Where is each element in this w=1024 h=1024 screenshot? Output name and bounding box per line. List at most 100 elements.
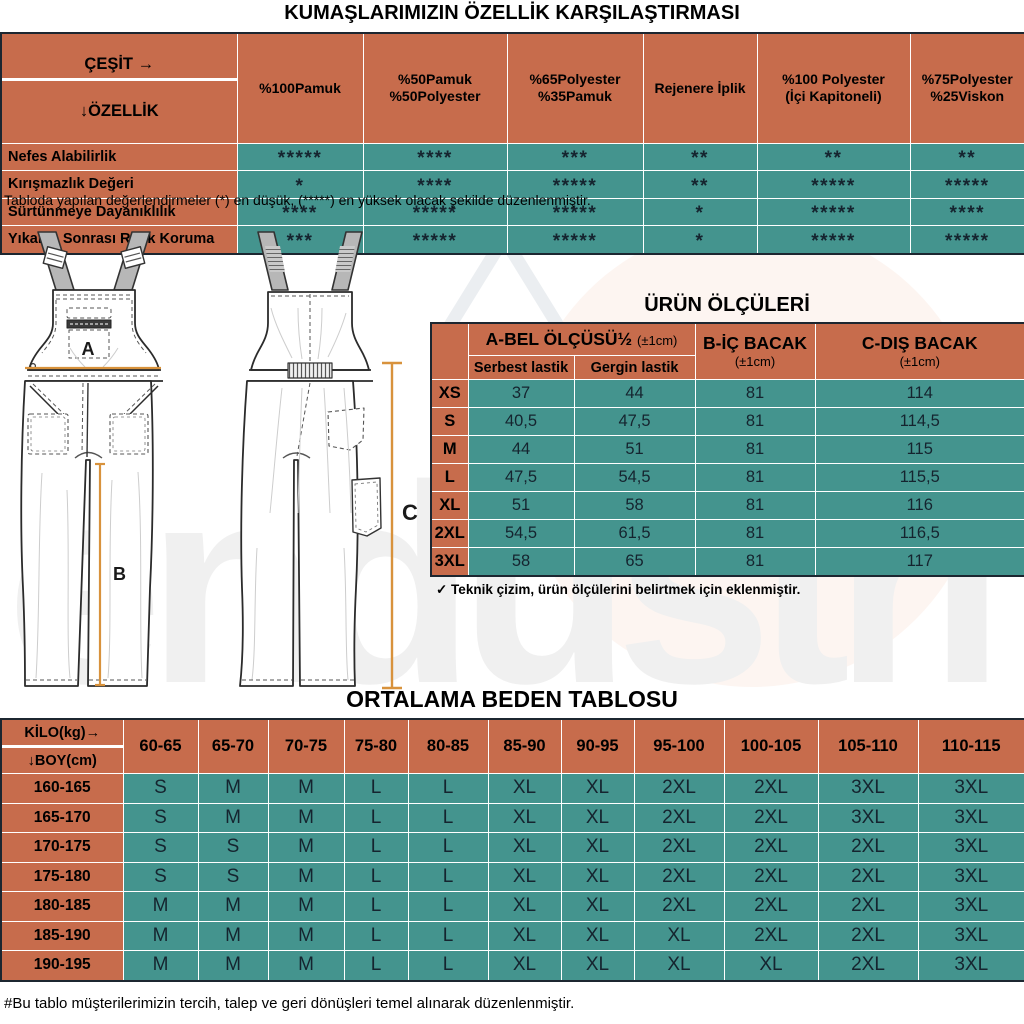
rating-stars: ** [909, 142, 1024, 171]
recommended-size: 2XL [817, 861, 919, 892]
product-measurements-table: A-BEL ÖLÇÜSÜ½ (±1cm) B-İÇ BACAK (±1cm) C… [430, 322, 1024, 577]
fabric-header-row: ÇEŞİT → ↓ÖZELLİK %100Pamuk %50Pamuk %50Po… [0, 32, 1024, 144]
recommended-size: M [197, 920, 269, 951]
recommended-size: 2XL [723, 861, 819, 892]
rating-stars: ***** [909, 225, 1024, 254]
measure-line-c [382, 361, 402, 690]
rating-stars: ***** [362, 225, 508, 254]
waist-subcolumn-header: Gergin lastik [573, 355, 696, 380]
front-patch-pocket [109, 413, 149, 455]
size-chart-header-row: KİLO(kg)→ ↓BOY(cm) 60-65 65-70 70-75 75-80 8… [0, 718, 1024, 774]
recommended-size: XL [560, 802, 635, 833]
recommended-size: 3XL [917, 861, 1024, 892]
weight-column-header: 85-90 [487, 718, 562, 774]
measurement-value: 51 [467, 491, 575, 520]
size-chart-corner-cell: KİLO(kg)→ ↓BOY(cm) [0, 718, 124, 774]
recommended-size: S [122, 861, 199, 892]
height-range-label: 185-190 [0, 920, 124, 951]
size-chart-title: ORTALAMA BEDEN TABLOSU [346, 686, 678, 712]
recommended-size: S [122, 802, 199, 833]
fabric-property-label: Kırışmazlık Değeri [0, 170, 238, 199]
back-elastic-band [287, 362, 333, 379]
fabric-row: Nefes Alabilirlik ***** **** *** ** ** ** [0, 142, 1024, 171]
rating-stars: ***** [506, 170, 644, 199]
chest-pocket-flap [66, 307, 112, 319]
fabric-row: Kırışmazlık Değeri * **** ***** ** ***** ***** [0, 170, 1024, 199]
recommended-size: XL [560, 773, 635, 804]
waist-header-label: A-BEL ÖLÇÜSÜ½ [485, 329, 633, 349]
back-pocket [327, 407, 365, 451]
recommended-size: 2XL [723, 832, 819, 863]
fabric-column-header: %75Polyester %25Viskon [909, 32, 1024, 144]
rating-stars: ***** [909, 170, 1024, 199]
cargo-pocket [351, 477, 382, 537]
recommended-size: 3XL [917, 950, 1024, 981]
measurement-value: 81 [694, 547, 816, 577]
weight-column-header: 90-95 [560, 718, 635, 774]
recommended-size: L [407, 802, 489, 833]
recommended-size: 2XL [723, 920, 819, 951]
recommended-size: L [407, 832, 489, 863]
height-axis-label: ↓BOY(cm) [27, 752, 97, 769]
measure-line-b [95, 462, 105, 687]
chest-pocket-body [68, 329, 110, 359]
recommended-size: S [122, 832, 199, 863]
measurement-value: 54,5 [467, 519, 575, 548]
recommended-size: L [343, 832, 409, 863]
size-chart-row: 190-195 M M M L L XL XL XL XL 2XL 3XL [0, 950, 1024, 981]
measurement-value: 61,5 [573, 519, 696, 548]
recommended-size: XL [487, 832, 562, 863]
recommended-size: M [197, 773, 269, 804]
fabric-column-header: %50Pamuk %50Polyester [362, 32, 508, 144]
size-chart-row: 170-175 S S M L L XL XL 2XL 2XL 2XL 3XL [0, 832, 1024, 863]
recommended-size: 2XL [633, 832, 725, 863]
outer-leg-header-cell: C-DIŞ BACAK (±1cm) [814, 322, 1024, 380]
recommended-size: M [267, 920, 345, 951]
recommended-size: M [267, 773, 345, 804]
recommended-size: M [267, 832, 345, 863]
weight-column-header: 65-70 [197, 718, 269, 774]
recommended-size: 2XL [723, 891, 819, 922]
rating-stars: * [236, 170, 364, 199]
weight-column-header: 70-75 [267, 718, 345, 774]
recommended-size: M [267, 802, 345, 833]
rating-stars: ***** [236, 142, 364, 171]
fabric-property-label: Yıkama Sonrası Renk Koruma [0, 225, 238, 254]
rating-stars: ***** [756, 197, 911, 226]
rating-stars: **** [909, 197, 1024, 226]
size-chart-row: 175-180 S S M L L XL XL 2XL 2XL 2XL 3XL [0, 861, 1024, 892]
fabric-column-header: Rejenere İplik [642, 32, 758, 144]
weight-column-header: 110-115 [917, 718, 1024, 774]
measurement-value: 44 [573, 379, 696, 408]
technical-drawing-note: ✓ Teknik çizim, ürün ölçülerini belirtme… [436, 582, 801, 597]
recommended-size: XL [487, 773, 562, 804]
fabric-corner-property-label: ↓ÖZELLİK [79, 102, 159, 121]
weight-column-header: 105-110 [817, 718, 919, 774]
chest-pocket-zipper [66, 319, 112, 329]
recommended-size: S [122, 773, 199, 804]
recommended-size: 3XL [817, 802, 919, 833]
outer-leg-tolerance: (±1cm) [899, 354, 940, 370]
outer-leg-label: C-DIŞ BACAK [861, 333, 978, 354]
size-chart-row: 180-185 M M M L L XL XL 2XL 2XL 2XL 3XL [0, 891, 1024, 922]
size-label: L [430, 463, 469, 492]
rating-stars: * [642, 197, 758, 226]
measurement-value: 47,5 [573, 407, 696, 436]
recommended-size: 2XL [633, 773, 725, 804]
rating-stars: ***** [756, 225, 911, 254]
recommended-size: XL [560, 891, 635, 922]
size-label: XL [430, 491, 469, 520]
measurement-row: M 44 51 81 115 [430, 435, 1024, 464]
recommended-size: XL [487, 891, 562, 922]
height-range-label: 170-175 [0, 832, 124, 863]
measurements-header-row: A-BEL ÖLÇÜSÜ½ (±1cm) B-İÇ BACAK (±1cm) C… [430, 322, 1024, 380]
measurement-row: 2XL 54,5 61,5 81 116,5 [430, 519, 1024, 548]
recommended-size: M [197, 950, 269, 981]
size-label: M [430, 435, 469, 464]
waist-tolerance: (±1cm) [637, 333, 678, 348]
height-range-label: 190-195 [0, 950, 124, 981]
fabric-comparison-title: KUMAŞLARIMIZIN ÖZELLİK KARŞILAŞTIRMASI [284, 2, 740, 24]
measurement-value: 81 [694, 491, 816, 520]
recommended-size: M [197, 802, 269, 833]
recommended-size: M [197, 891, 269, 922]
